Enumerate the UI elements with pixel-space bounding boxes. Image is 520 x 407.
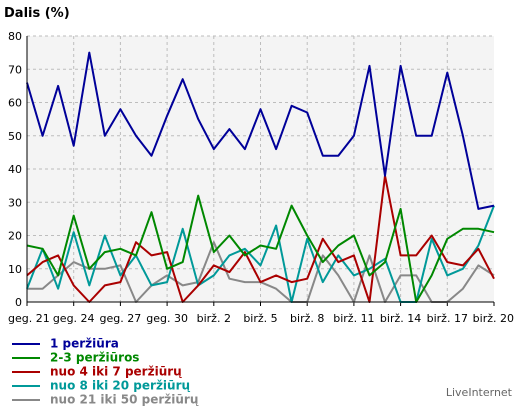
legend-item: nuo 8 iki 20 peržiūrų bbox=[12, 378, 198, 393]
legend-swatch bbox=[12, 398, 40, 401]
x-axis-ticks: geg. 21 geg. 24 geg. 27 geg. 30 birž. 2 birž.… bbox=[8, 302, 514, 325]
y-tick-label: 20 bbox=[8, 230, 22, 243]
x-tick-label: geg. 30 bbox=[146, 312, 188, 325]
y-tick-label: 30 bbox=[8, 196, 22, 209]
x-tick-label: geg. 27 bbox=[100, 312, 142, 325]
y-tick-label: 80 bbox=[8, 30, 22, 43]
y-axis-title: Dalis (%) bbox=[4, 6, 70, 21]
legend-swatch bbox=[12, 356, 40, 359]
x-tick-label: birž. 8 bbox=[290, 312, 324, 325]
series-line bbox=[26, 174, 495, 303]
series-line bbox=[26, 51, 495, 210]
y-tick-label: 0 bbox=[15, 296, 22, 309]
x-tick-label: birž. 20 bbox=[473, 312, 514, 325]
x-tick-label: birž. 2 bbox=[197, 312, 231, 325]
legend-label: nuo 8 iki 20 peržiūrų bbox=[50, 378, 191, 393]
legend-item: nuo 21 iki 50 peržiūrų bbox=[12, 392, 199, 407]
y-tick-label: 10 bbox=[8, 263, 22, 276]
legend-label: nuo 21 iki 50 peržiūrų bbox=[50, 392, 199, 407]
x-tick-label: birž. 5 bbox=[243, 312, 277, 325]
legend-item: nuo 4 iki 7 peržiūrų bbox=[12, 364, 198, 379]
y-tick-label: 40 bbox=[8, 163, 22, 176]
x-tick-label: geg. 24 bbox=[53, 312, 95, 325]
legend-swatch bbox=[12, 384, 40, 387]
y-tick-label: 70 bbox=[8, 63, 22, 76]
x-tick-label: birž. 11 bbox=[333, 312, 374, 325]
grid bbox=[27, 35, 494, 302]
legend-swatch bbox=[12, 342, 40, 345]
legend-label: 1 peržiūra bbox=[50, 336, 119, 351]
legend-label: nuo 4 iki 7 peržiūrų bbox=[50, 364, 182, 379]
x-tick-label: birž. 17 bbox=[427, 312, 468, 325]
y-tick-label: 50 bbox=[8, 130, 22, 143]
legend-swatch bbox=[12, 370, 40, 373]
y-axis-ticks: 0 10 20 30 40 50 60 70 80 bbox=[8, 30, 22, 309]
x-tick-label: birž. 14 bbox=[380, 312, 421, 325]
brand-label: LiveInternet bbox=[445, 386, 512, 399]
x-tick-label: geg. 21 bbox=[8, 312, 50, 325]
legend-item: 2-3 peržiūros bbox=[12, 350, 198, 365]
y-tick-label: 60 bbox=[8, 97, 22, 110]
legend-item: 1 peržiūra bbox=[12, 336, 198, 351]
legend-label: 2-3 peržiūros bbox=[50, 350, 140, 365]
legend: 1 peržiūra 2-3 peržiūros nuo 4 iki 7 perži… bbox=[12, 336, 199, 407]
